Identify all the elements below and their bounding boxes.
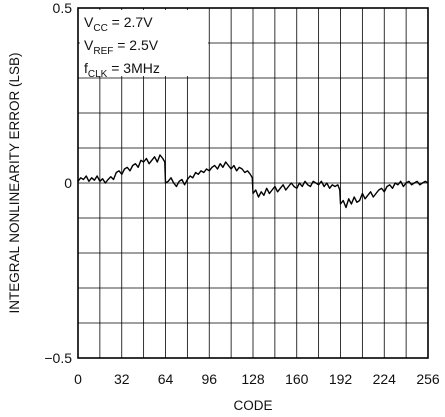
x-tick-label: 128 [241, 371, 265, 387]
y-tick-label: 0.5 [53, 0, 73, 16]
x-tick-label: 32 [114, 371, 130, 387]
annotation-vref: VREF = 2.5V [84, 37, 159, 57]
x-tick-labels: 0 32 64 96 128 160 192 224 256 [74, 371, 440, 387]
x-tick-label: 96 [201, 371, 217, 387]
x-tick-label: 0 [74, 371, 82, 387]
y-tick-label: 0 [64, 175, 72, 191]
plot-frame [77, 7, 429, 359]
annotation-vcc: VCC = 2.7V [84, 14, 153, 34]
x-tick-label: 64 [158, 371, 174, 387]
y-axis-label: INTEGRAL NONLINEARITY ERROR (LSB) [7, 52, 22, 313]
y-tick-label: −0.5 [44, 350, 72, 366]
inl-trace [77, 154, 429, 209]
y-tick-labels: 0.5 0 −0.5 [44, 0, 72, 366]
x-tick-label: 256 [416, 371, 440, 387]
x-tick-label: 224 [373, 371, 397, 387]
x-tick-label: 192 [329, 371, 353, 387]
annotation-fclk: fCLK = 3MHz [84, 60, 160, 80]
annotation-background [80, 10, 208, 76]
grid [78, 8, 428, 358]
x-tick-label: 160 [285, 371, 309, 387]
x-axis-label: CODE [233, 398, 272, 413]
